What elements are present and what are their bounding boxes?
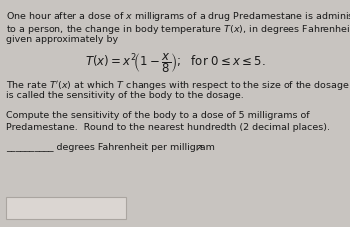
Text: Compute the sensitivity of the body to a dose of 5 milligrams of: Compute the sensitivity of the body to a… <box>6 110 310 119</box>
Text: $T(x) = x^2\!\left(1 - \dfrac{x}{8}\right);\ $ for $0 \leq x \leq 5.$: $T(x) = x^2\!\left(1 - \dfrac{x}{8}\righ… <box>85 51 265 75</box>
Text: One hour after a dose of $x$ milligrams of a drug Predamestane is administered: One hour after a dose of $x$ milligrams … <box>6 10 350 23</box>
FancyBboxPatch shape <box>6 197 126 219</box>
Text: The rate $T'(x)$ at which $T$ changes with respect to the size of the dosage $x$: The rate $T'(x)$ at which $T$ changes wi… <box>6 78 350 91</box>
Text: ↗: ↗ <box>195 143 203 153</box>
Text: given approximately by: given approximately by <box>6 35 118 44</box>
Text: __________ degrees Fahrenheit per milligram: __________ degrees Fahrenheit per millig… <box>6 143 215 151</box>
Text: to a person, the change in body temperature $T(x)$, in degrees Fahrenheit, is: to a person, the change in body temperat… <box>6 22 350 35</box>
Text: is called the sensitivity of the body to the dosage.: is called the sensitivity of the body to… <box>6 91 244 100</box>
Text: Predamestane.  Round to the nearest hundredth (2 decimal places).: Predamestane. Round to the nearest hundr… <box>6 123 330 131</box>
